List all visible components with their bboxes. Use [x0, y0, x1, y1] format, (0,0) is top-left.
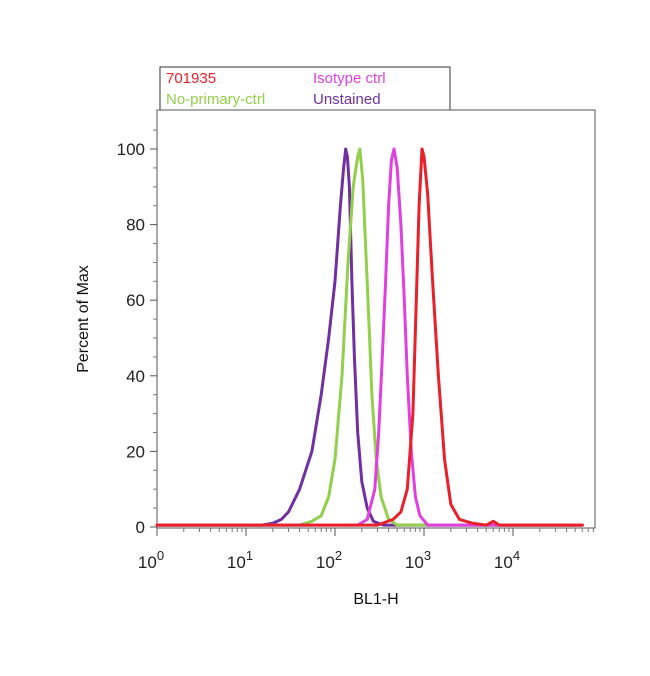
series-line-3 [155, 147, 584, 527]
legend-label-701935: 701935 [166, 70, 216, 87]
x-tick-label: 103 [405, 548, 431, 572]
y-tick-label: 20 [126, 442, 145, 461]
y-tick-label: 60 [126, 291, 145, 310]
x-tick-label: 102 [316, 548, 342, 572]
legend-label-unstained: Unstained [313, 91, 381, 108]
y-tick-label: 100 [117, 140, 145, 159]
legend: 701935 Isotype ctrl No-primary-ctrl Unst… [159, 66, 451, 111]
y-axis: 0 20 40 60 80 100 [117, 129, 157, 537]
x-axis-title: BL1-H [353, 591, 398, 608]
y-tick-label: 80 [126, 216, 145, 235]
y-tick-label: 0 [136, 518, 145, 537]
x-tick-label: 101 [227, 548, 253, 572]
legend-box [159, 66, 451, 111]
x-tick-label: 104 [494, 548, 520, 572]
y-tick-label: 40 [126, 367, 145, 386]
x-axis: 100 101 102 103 104 [138, 528, 594, 572]
legend-label-no-primary-ctrl: No-primary-ctrl [166, 91, 265, 108]
series-layer [155, 147, 584, 527]
series-line-1 [155, 147, 584, 527]
y-axis-title: Percent of Max [75, 265, 92, 373]
series-line-2 [155, 147, 584, 527]
x-tick-label: 100 [138, 548, 164, 572]
series-line-0 [155, 147, 584, 527]
legend-label-isotype-ctrl: Isotype ctrl [313, 70, 386, 87]
